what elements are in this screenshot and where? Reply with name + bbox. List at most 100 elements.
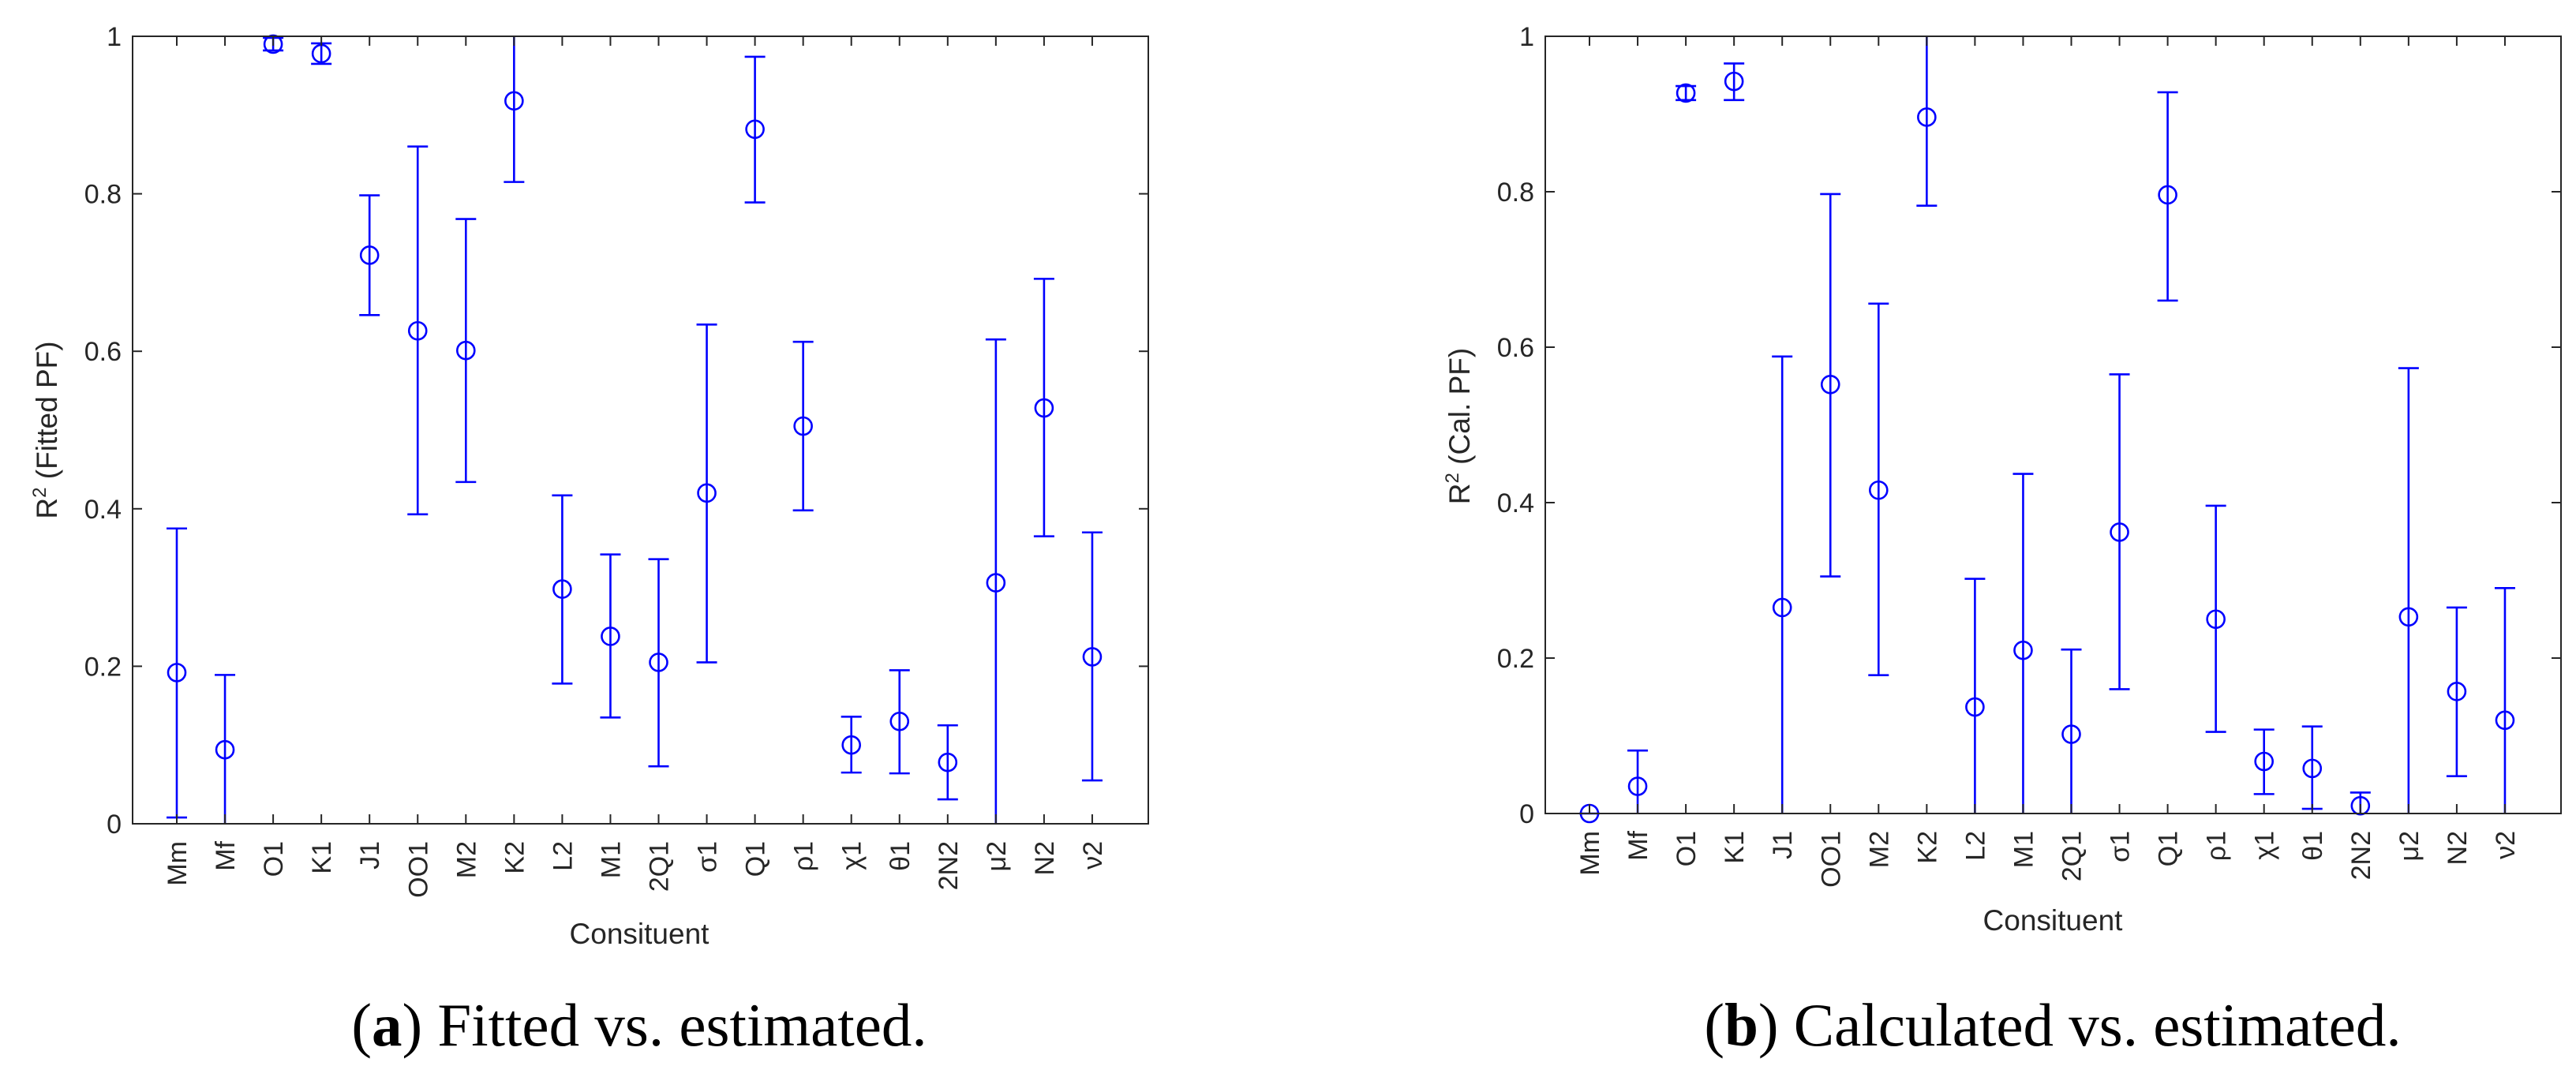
panel-a-x-tick-label: 2Q1	[645, 841, 675, 892]
data-point-b-5	[1820, 374, 1840, 395]
panel-a-x-tick-label: N2	[1030, 841, 1060, 875]
panel-b-x-tick-label: O1	[1672, 831, 1702, 866]
panel-a-x-tick-label: χ1	[837, 841, 867, 870]
data-point-a-4	[359, 245, 380, 265]
data-point-a-2	[263, 34, 283, 54]
data-point-a-18	[1034, 398, 1054, 418]
panel-b-y-tick-label: 0.6	[1497, 333, 1534, 363]
panel-b-marks	[1579, 36, 2515, 824]
data-point-b-14	[2254, 751, 2274, 772]
data-point-a-0	[167, 663, 187, 683]
panel-b-x-tick-label: N2	[2443, 831, 2473, 865]
panel-b-x-tick-label: Mf	[1623, 830, 1653, 860]
panel-b-plot-frame	[1544, 36, 2562, 814]
panel-b-x-tick-label: ν2	[2491, 831, 2521, 859]
panel-b-x-tick-label: χ1	[2250, 831, 2280, 860]
panel-b-y-tick-label: 0.2	[1497, 644, 1534, 674]
panel-a-y-tick-label: 0.6	[84, 337, 122, 367]
panel-a-ticks: 0 0.2 0.4 0.6 0.8 1 Mm Mf O1 K1 J1 OO1 M2 K2 L2 M1 2Q1 σ1…	[84, 22, 1148, 898]
panel-b-x-tick-label: 2N2	[2346, 831, 2376, 880]
panel-a-x-tick-label: O1	[259, 841, 289, 877]
panel-b-x-tick-label: K2	[1912, 831, 1942, 864]
panel-a-x-tick-label: Mm	[163, 841, 193, 886]
panel-b-y-tick-label: 0.8	[1497, 178, 1534, 208]
data-point-a-7	[504, 91, 524, 111]
panel-b-x-tick-label: σ1	[2106, 831, 2136, 862]
data-point-a-19	[1082, 647, 1103, 667]
panel-b-x-tick-label: K1	[1720, 831, 1750, 864]
data-point-b-7	[1917, 107, 1937, 127]
panel-a-x-tick-label: μ2	[982, 841, 1012, 872]
panel-a-y-tick-label: 0	[107, 810, 122, 840]
panel-b-x-tick-label: L2	[1960, 831, 1990, 861]
data-point-a-16	[938, 752, 958, 772]
data-point-a-6	[455, 340, 476, 361]
data-point-b-1	[1627, 776, 1648, 796]
data-point-a-5	[407, 320, 428, 341]
data-point-a-1	[215, 739, 235, 760]
panel-b-y-tick-label: 1	[1519, 22, 1534, 52]
panel-a-caption: (a) Fitted vs. estimated.	[351, 991, 927, 1059]
panel-a: 0 0.2 0.4 0.6 0.8 1 Mm Mf O1 K1 J1 OO1 M2 K2 L2 M1 2Q1 σ1…	[29, 22, 1149, 1059]
panel-a-x-tick-label: K2	[500, 841, 530, 874]
panel-a-x-tick-label: M2	[451, 841, 481, 878]
data-point-a-8	[552, 579, 572, 599]
panel-a-x-tick-label: M1	[596, 841, 626, 878]
data-point-a-9	[601, 627, 620, 646]
panel-a-x-tick-label: K1	[307, 841, 337, 874]
panel-b-x-tick-label: μ2	[2394, 831, 2424, 862]
panel-a-x-tick-label: Q1	[741, 841, 771, 877]
data-point-b-9	[2013, 640, 2033, 660]
panel-a-y-tick-label: 1	[107, 22, 122, 52]
panel-a-marks	[167, 34, 1103, 824]
panel-a-x-tick-label: Mf	[211, 840, 241, 870]
panel-a-y-tick-label: 0.2	[84, 652, 122, 682]
data-point-a-13	[793, 416, 813, 436]
data-point-b-19	[2495, 710, 2515, 731]
data-point-b-12	[2158, 185, 2177, 205]
panel-b-x-tick-label: θ1	[2298, 831, 2328, 861]
panel-b-x-tick-label: M1	[2009, 831, 2039, 868]
panel-a-x-tick-label: 2N2	[934, 841, 964, 890]
data-point-a-17	[986, 573, 1006, 593]
panel-b-x-tick-label: ρ1	[2202, 831, 2232, 861]
data-point-b-8	[1965, 697, 1985, 717]
data-point-b-17	[2398, 607, 2419, 627]
panel-b-x-axis-title: Consituent	[1983, 904, 2124, 937]
panel-b-x-tick-label: Q1	[2154, 831, 2184, 866]
panel-a-plot-frame	[132, 36, 1149, 825]
data-point-a-12	[745, 119, 765, 140]
panel-b: 0 0.2 0.4 0.6 0.8 1 Mm Mf O1 K1 J1 OO1 M2 K2 L2 M1 2Q1 σ1…	[1442, 22, 2562, 1059]
data-point-b-6	[1869, 480, 1889, 500]
panel-a-x-tick-label: J1	[355, 841, 385, 870]
panel-b-x-tick-label: OO1	[1816, 831, 1846, 888]
data-point-b-4	[1772, 597, 1792, 618]
panel-b-y-tick-label: 0	[1519, 799, 1534, 829]
panel-b-caption: (b) Calculated vs. estimated.	[1704, 991, 2401, 1059]
panel-b-x-tick-label: Mm	[1575, 831, 1605, 876]
panel-a-x-tick-label: θ1	[886, 841, 915, 871]
panel-b-x-tick-label: M2	[1864, 831, 1894, 868]
panel-a-x-tick-label: σ1	[693, 841, 723, 873]
panel-b-ticks: 0 0.2 0.4 0.6 0.8 1 Mm Mf O1 K1 J1 OO1 M2 K2 L2 M1 2Q1 σ1…	[1497, 22, 2561, 888]
data-point-b-3	[1724, 71, 1744, 92]
data-point-b-2	[1676, 83, 1696, 103]
panel-a-x-tick-label: ν2	[1078, 841, 1108, 870]
data-point-a-10	[649, 653, 668, 672]
panel-a-x-tick-label: ρ1	[789, 841, 819, 871]
panel-a-y-tick-label: 0.8	[84, 180, 122, 210]
panel-b-x-tick-label: J1	[1768, 831, 1798, 859]
data-point-a-11	[697, 483, 717, 503]
data-point-b-13	[2206, 609, 2226, 630]
data-point-b-11	[2110, 522, 2129, 542]
data-point-b-18	[2447, 682, 2467, 701]
data-point-a-14	[841, 735, 861, 755]
data-point-b-15	[2302, 758, 2323, 779]
data-point-a-15	[889, 711, 910, 731]
panel-a-x-tick-label: L2	[548, 841, 578, 871]
panel-b-x-tick-label: 2Q1	[2057, 831, 2087, 881]
panel-a-x-axis-title: Consituent	[570, 918, 710, 950]
data-point-b-10	[2061, 724, 2081, 744]
panel-b-y-tick-label: 0.4	[1497, 488, 1534, 518]
